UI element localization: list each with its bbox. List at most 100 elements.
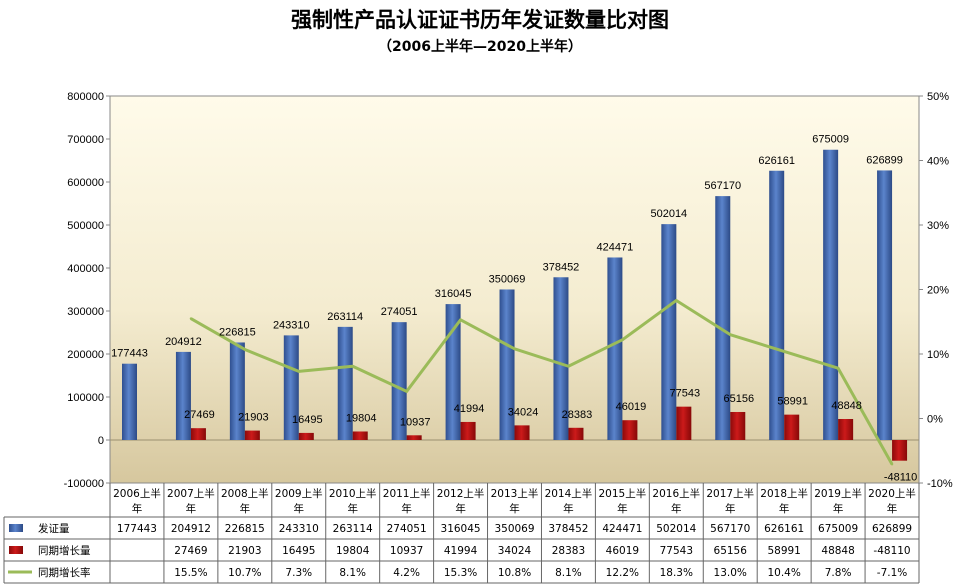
category-label: 2009上半 bbox=[275, 487, 323, 500]
chart-subtitle: （2006上半年—2020上半年） bbox=[378, 39, 582, 55]
table-cell: 46019 bbox=[606, 545, 639, 557]
growth-rate-point bbox=[405, 390, 408, 393]
table-cell: 8.1% bbox=[339, 567, 366, 579]
bar-growth-label: 34024 bbox=[508, 406, 539, 418]
growth-rate-point bbox=[459, 318, 462, 322]
table-cell: 58991 bbox=[767, 545, 800, 557]
bar-issued-label: 316045 bbox=[435, 288, 472, 300]
bar-growth bbox=[406, 435, 422, 440]
legend-key-bar bbox=[9, 524, 23, 532]
table-cell: 8.1% bbox=[555, 567, 582, 579]
growth-rate-point bbox=[675, 299, 678, 302]
bar-growth-label: 16495 bbox=[292, 414, 323, 426]
bar-issued bbox=[769, 170, 785, 440]
table-cell: 675009 bbox=[818, 523, 858, 535]
category-label: 年 bbox=[725, 502, 736, 515]
bar-issued bbox=[122, 363, 137, 440]
table-cell: 177443 bbox=[117, 523, 157, 535]
bar-issued-label: 675009 bbox=[812, 134, 849, 146]
right-tick-label: 20% bbox=[927, 285, 949, 297]
table-cell: 7.3% bbox=[285, 567, 312, 579]
growth-rate-point bbox=[621, 338, 624, 342]
right-tick-label: 50% bbox=[927, 91, 949, 103]
category-label: 年 bbox=[186, 502, 197, 515]
growth-rate-point bbox=[890, 463, 894, 466]
table-cell: 10.8% bbox=[498, 567, 531, 579]
bar-issued bbox=[661, 224, 677, 440]
category-label: 2010上半 bbox=[329, 487, 377, 500]
table-cell: 7.8% bbox=[825, 567, 852, 579]
left-tick-label: 200000 bbox=[67, 349, 104, 361]
table-cell: 65156 bbox=[714, 545, 748, 557]
category-label: 2008上半 bbox=[221, 487, 269, 500]
table-cell: 18.3% bbox=[660, 567, 693, 579]
table-cell: 424471 bbox=[602, 523, 642, 535]
table-cell: 226815 bbox=[225, 523, 265, 535]
left-tick-label: 300000 bbox=[67, 306, 104, 318]
bar-growth bbox=[784, 414, 800, 440]
bar-issued bbox=[499, 289, 515, 440]
table-cell: 567170 bbox=[710, 523, 750, 535]
bar-growth-label: 48848 bbox=[831, 400, 862, 412]
bar-issued-label: 350069 bbox=[489, 273, 526, 285]
table-cell: 626161 bbox=[764, 523, 804, 535]
left-tick-label: 0 bbox=[98, 435, 104, 447]
category-label: 年 bbox=[455, 502, 466, 515]
table-cell: 48848 bbox=[821, 545, 854, 557]
bar-issued-label: 626899 bbox=[866, 154, 903, 166]
table-cell: 77543 bbox=[660, 545, 693, 557]
table-cell: 19804 bbox=[336, 545, 370, 557]
bar-issued-label: 274051 bbox=[381, 306, 418, 318]
category-label: 2014上半 bbox=[545, 487, 593, 500]
bar-issued bbox=[175, 351, 191, 440]
bar-growth bbox=[298, 432, 314, 440]
table-cell: 243310 bbox=[279, 523, 319, 535]
bar-issued bbox=[823, 149, 839, 440]
bar-issued-label: 626161 bbox=[758, 155, 795, 167]
category-label: 年 bbox=[347, 502, 358, 515]
bar-issued-label: 502014 bbox=[650, 208, 687, 220]
category-label: 2019上半 bbox=[814, 487, 862, 500]
bar-issued-label: 204912 bbox=[165, 336, 202, 348]
bar-growth bbox=[514, 425, 530, 440]
category-label: 年 bbox=[132, 502, 143, 515]
right-tick-label: 0% bbox=[927, 414, 943, 426]
chart-title: 强制性产品认证证书历年发证数量比对图 bbox=[291, 8, 669, 32]
bar-issued bbox=[715, 196, 731, 440]
bar-growth-label: 46019 bbox=[616, 401, 647, 413]
bar-issued bbox=[283, 335, 299, 440]
bar-growth-label: 77543 bbox=[670, 388, 701, 400]
bar-growth bbox=[676, 406, 692, 440]
category-label: 2013上半 bbox=[491, 487, 539, 500]
growth-rate-line bbox=[190, 298, 894, 466]
table-cell: 41994 bbox=[444, 545, 478, 557]
growth-rate-point bbox=[189, 317, 193, 320]
left-tick-label: 600000 bbox=[67, 177, 104, 189]
table-cell: 10937 bbox=[390, 545, 423, 557]
category-label: 2018上半 bbox=[760, 487, 808, 500]
table-cell: -48110 bbox=[873, 545, 910, 557]
bar-growth-label: 65156 bbox=[723, 393, 754, 405]
table-cell: 27469 bbox=[174, 545, 207, 557]
bar-issued bbox=[553, 277, 569, 440]
category-label: 年 bbox=[509, 502, 520, 515]
category-label: 2011上半 bbox=[383, 487, 431, 500]
left-tick-label: 400000 bbox=[67, 263, 104, 275]
growth-rate-point bbox=[243, 348, 247, 351]
bar-issued bbox=[877, 170, 893, 441]
growth-rate-point bbox=[513, 347, 516, 351]
category-label: 年 bbox=[887, 502, 898, 515]
left-tick-label: 100000 bbox=[67, 392, 104, 404]
bar-issued bbox=[391, 322, 407, 440]
right-tick-label: 30% bbox=[927, 220, 949, 232]
left-tick-label: 500000 bbox=[67, 220, 104, 232]
legend-series-name: 同期增长率 bbox=[38, 566, 91, 579]
legend-key-bar bbox=[9, 546, 23, 554]
bar-growth bbox=[838, 418, 854, 440]
category-label: 2006上半 bbox=[113, 487, 161, 500]
growth-rate-point bbox=[567, 365, 570, 368]
category-label: 2017上半 bbox=[706, 487, 754, 500]
category-label: 年 bbox=[294, 502, 305, 515]
category-label: 年 bbox=[779, 502, 790, 515]
bar-growth bbox=[730, 411, 746, 440]
